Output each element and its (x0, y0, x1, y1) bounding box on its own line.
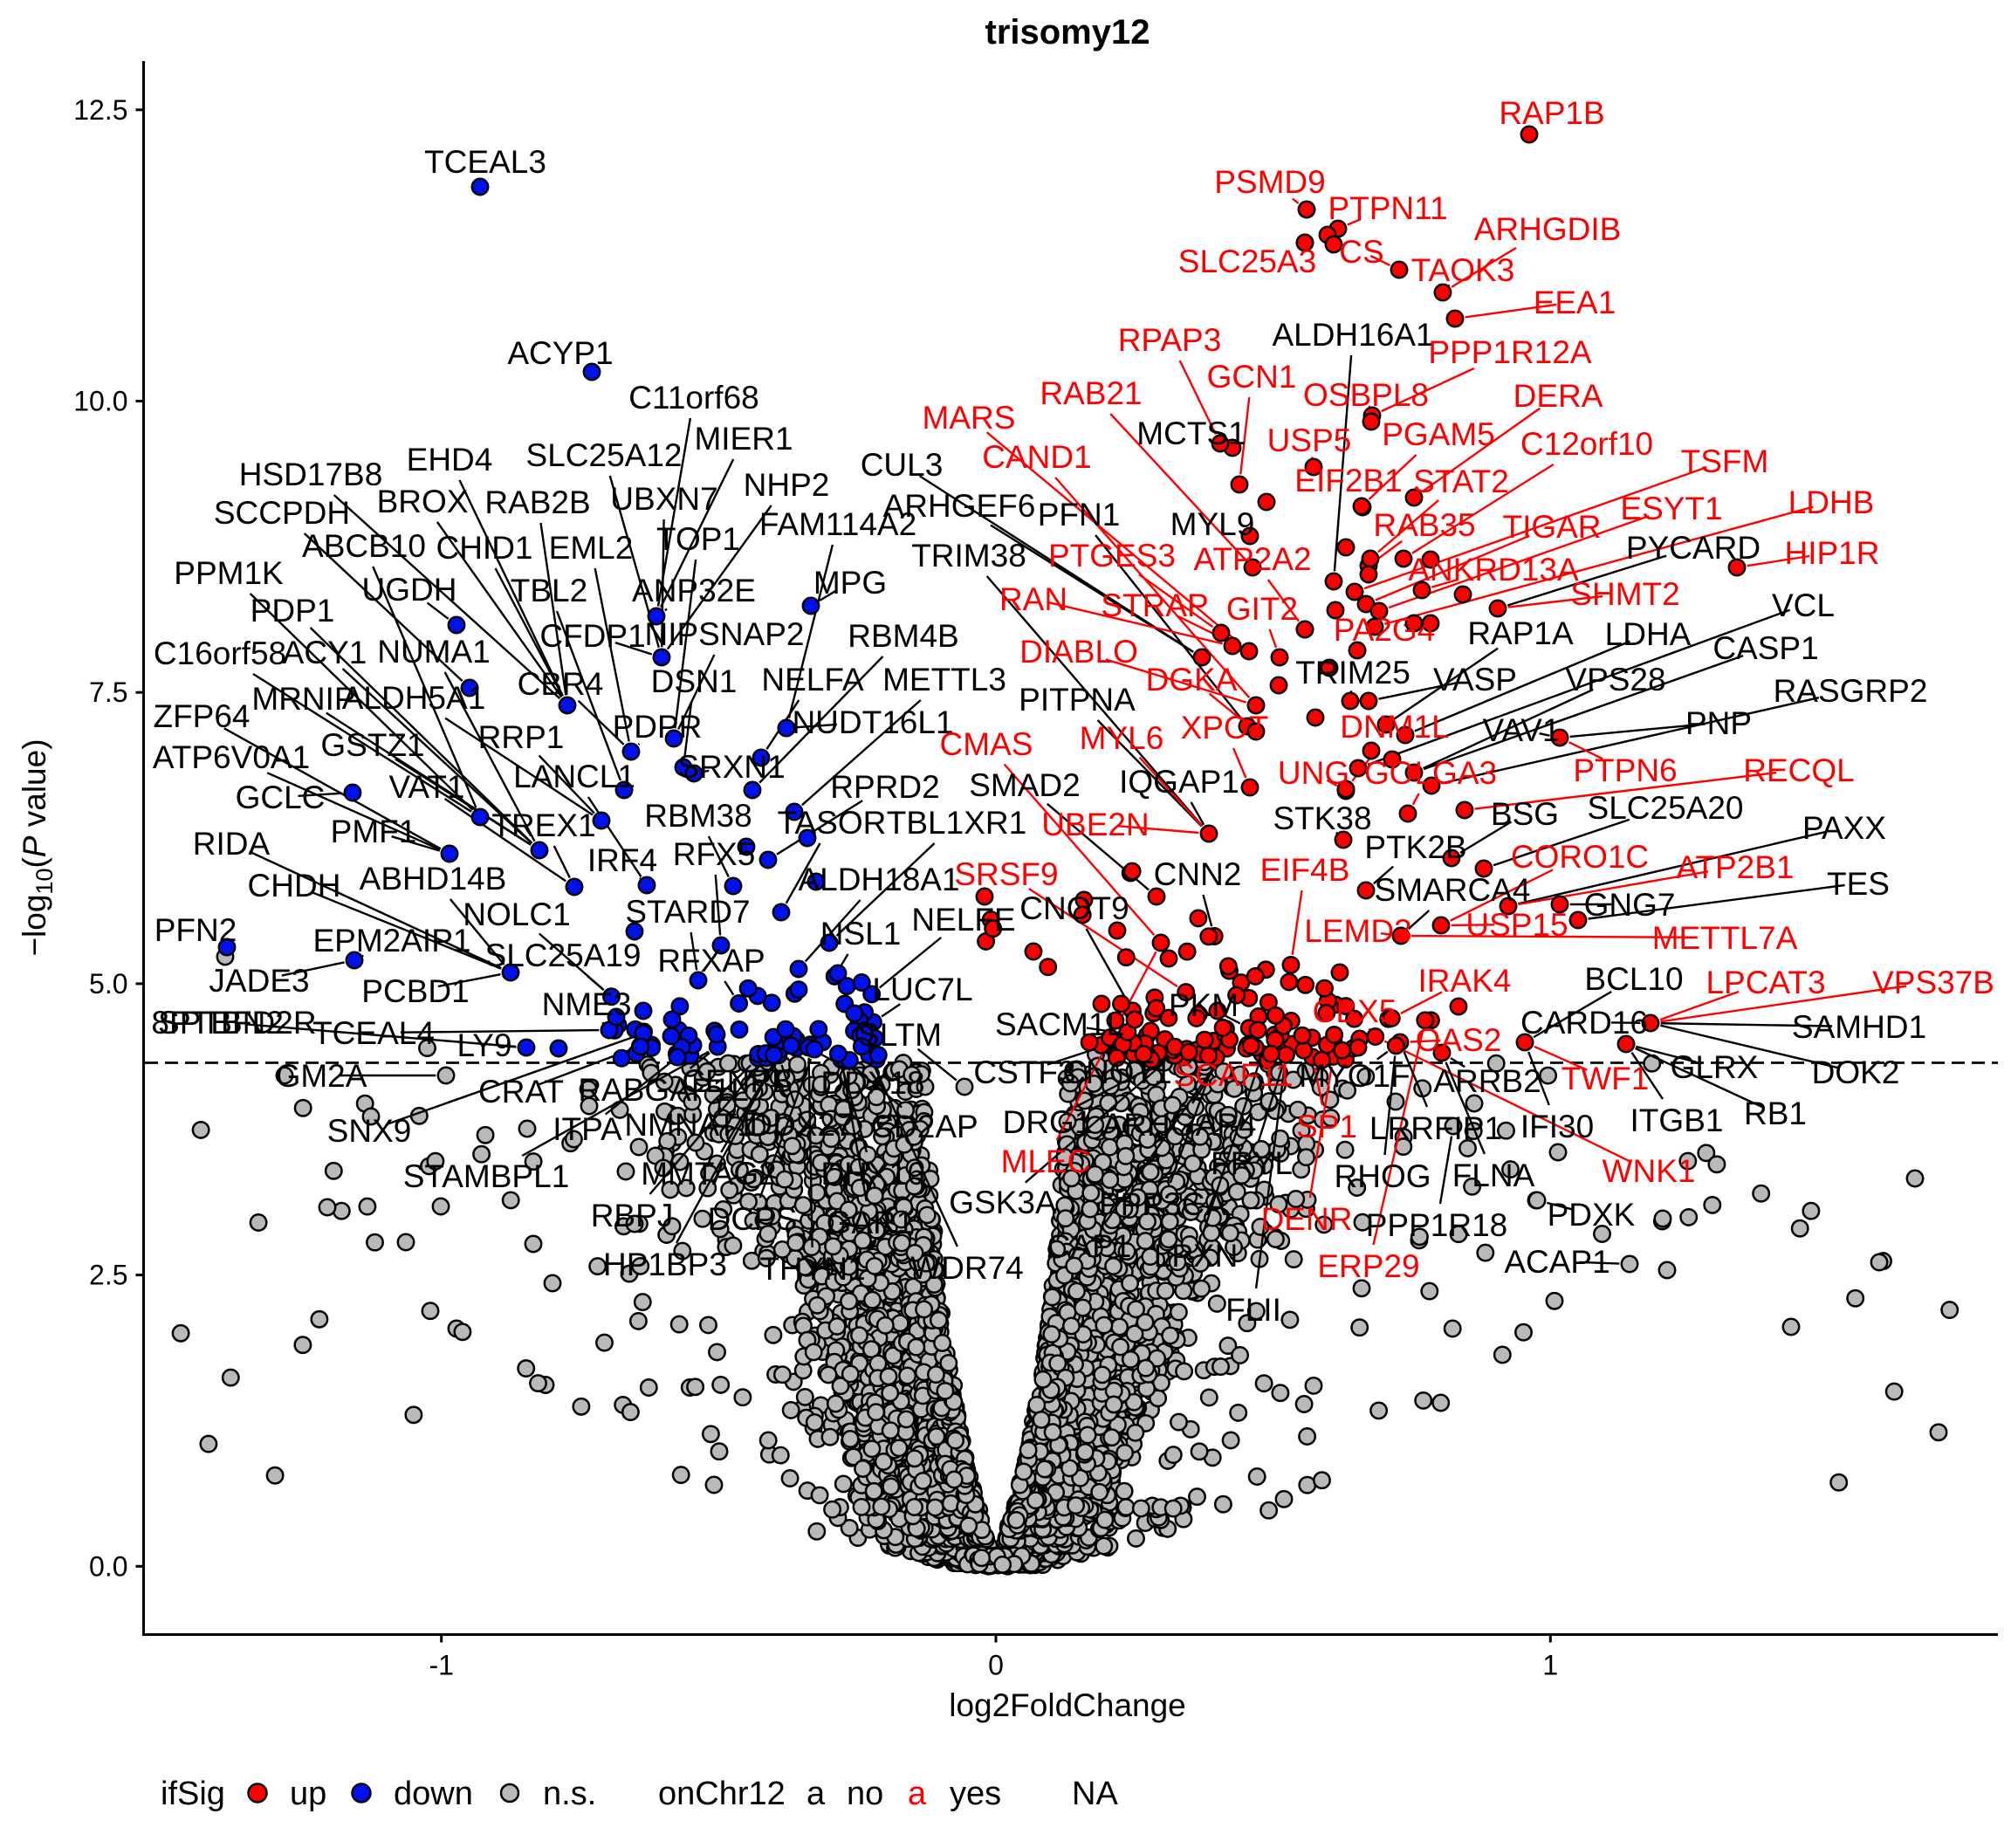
svg-text:log2FoldChange: log2FoldChange (949, 1687, 1186, 1723)
svg-text:2.5: 2.5 (89, 1260, 127, 1291)
svg-text:trisomy12: trisomy12 (985, 13, 1150, 52)
svg-text:10.0: 10.0 (73, 386, 127, 417)
svg-text:7.5: 7.5 (89, 677, 127, 708)
svg-text:0: 0 (988, 1650, 1004, 1681)
svg-text:0.0: 0.0 (89, 1550, 127, 1582)
svg-text:-1: -1 (429, 1650, 453, 1681)
svg-text:5.0: 5.0 (89, 968, 127, 1000)
svg-text:1: 1 (1542, 1650, 1558, 1681)
svg-text:−log10(P value): −log10(P value) (17, 739, 58, 956)
svg-text:12.5: 12.5 (73, 94, 127, 126)
